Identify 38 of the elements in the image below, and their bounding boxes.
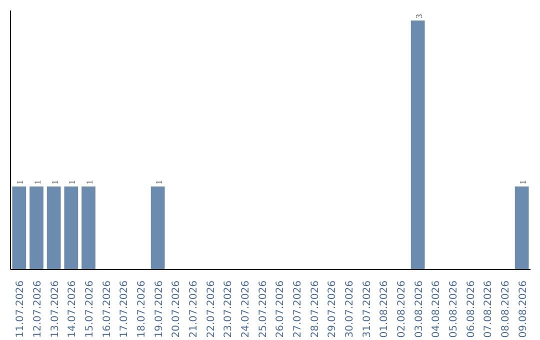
- x-tick-label: 21.07.2026: [188, 280, 200, 338]
- data-label: 1: [67, 180, 78, 184]
- x-tick-label: 16.07.2026: [102, 280, 113, 338]
- x-tick-label: 01.08.2026: [379, 280, 390, 338]
- data-label: 1: [50, 180, 60, 184]
- x-tick-label: 31.07.2026: [362, 280, 373, 338]
- x-tick-label: 03.08.2026: [414, 280, 425, 338]
- data-label: 1: [518, 180, 528, 184]
- x-tick-label: 20.07.2026: [171, 280, 182, 338]
- x-tick-label: 29.07.2026: [327, 280, 338, 338]
- x-tick-label: 08.08.2026: [500, 280, 512, 338]
- x-tick-label: 27.07.2026: [292, 280, 304, 338]
- x-tick-label: 25.07.2026: [258, 280, 269, 338]
- x-tick-label: 05.08.2026: [448, 280, 460, 338]
- data-label: 1: [32, 180, 42, 184]
- x-tick-label: 13.07.2026: [50, 280, 61, 338]
- x-tick-label: 19.07.2026: [154, 280, 165, 338]
- x-tick-label: 26.07.2026: [275, 280, 286, 338]
- data-label: 1: [154, 180, 164, 184]
- x-tick-label: 23.07.2026: [223, 280, 234, 338]
- x-tick-label: 06.08.2026: [466, 280, 477, 338]
- x-tick-label: 09.08.2026: [518, 280, 529, 338]
- data-label: 1: [84, 180, 94, 184]
- x-tick-label: 28.07.2026: [310, 280, 321, 338]
- x-tick-label: 17.07.2026: [119, 280, 130, 338]
- x-tick-label: 14.07.2026: [67, 280, 78, 338]
- x-tick-label: 30.07.2026: [344, 280, 356, 338]
- x-tick-label: 24.07.2026: [240, 280, 252, 338]
- x-tick-label: 12.07.2026: [32, 280, 44, 338]
- x-tick-label: 18.07.2026: [136, 280, 148, 338]
- x-tick-label: 07.08.2026: [483, 280, 494, 338]
- x-tick-label: 04.08.2026: [431, 280, 442, 338]
- x-tick-label: 15.07.2026: [84, 280, 96, 338]
- x-tick-label: 02.08.2026: [396, 280, 408, 338]
- data-label: 3: [414, 13, 424, 18]
- x-tick-label: 11.07.2026: [15, 280, 26, 338]
- data-label: 1: [15, 180, 26, 184]
- x-tick-label: 22.07.2026: [206, 280, 217, 338]
